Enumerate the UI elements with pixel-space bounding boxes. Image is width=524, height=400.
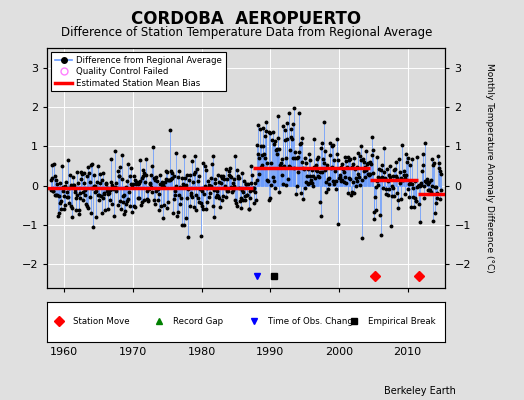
Text: CORDOBA  AEROPUERTO: CORDOBA AEROPUERTO [131, 10, 362, 28]
Legend: Difference from Regional Average, Quality Control Failed, Estimated Station Mean: Difference from Regional Average, Qualit… [51, 52, 226, 91]
Text: Empirical Break: Empirical Break [368, 317, 435, 326]
Text: 2000: 2000 [325, 347, 353, 357]
Text: Time of Obs. Change: Time of Obs. Change [268, 317, 358, 326]
Text: 2010: 2010 [394, 347, 422, 357]
Text: Station Move: Station Move [73, 317, 129, 326]
Text: Berkeley Earth: Berkeley Earth [384, 386, 456, 396]
Text: 1980: 1980 [188, 347, 216, 357]
Text: 1990: 1990 [256, 347, 285, 357]
Text: 1960: 1960 [50, 347, 79, 357]
Text: Record Gap: Record Gap [172, 317, 223, 326]
Text: Difference of Station Temperature Data from Regional Average: Difference of Station Temperature Data f… [61, 26, 432, 39]
Text: 1970: 1970 [119, 347, 147, 357]
Y-axis label: Monthly Temperature Anomaly Difference (°C): Monthly Temperature Anomaly Difference (… [485, 63, 494, 273]
